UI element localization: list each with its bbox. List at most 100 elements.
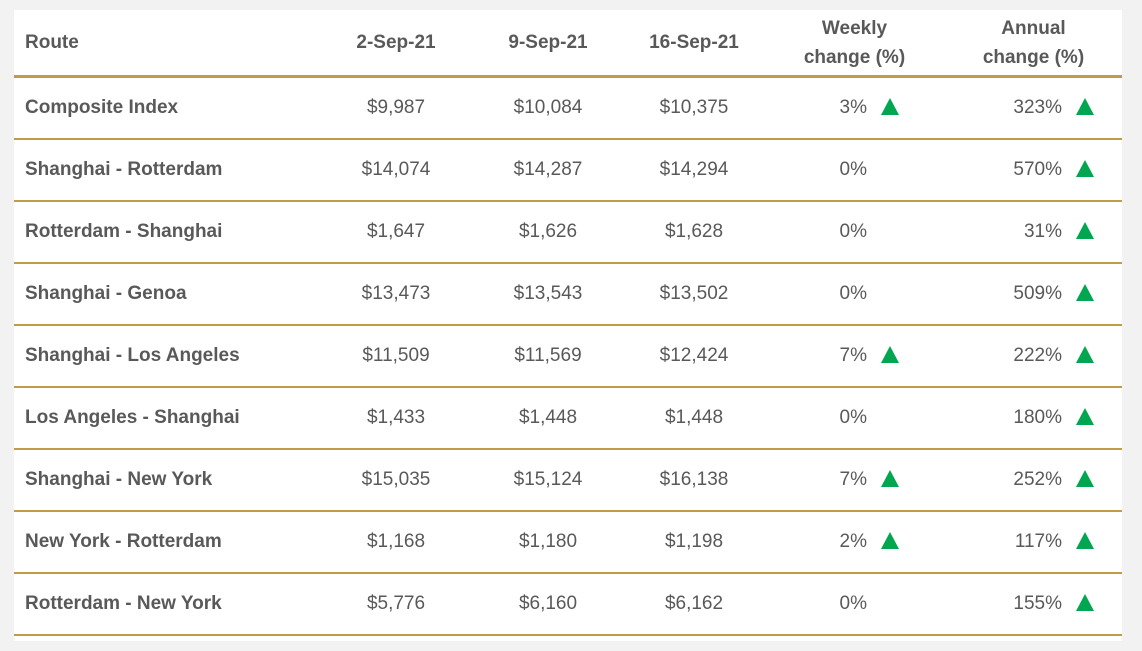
cell-value: 31% [1023,221,1062,242]
cell-value: $12,424 [659,345,729,366]
arrow-slot [1062,97,1122,115]
cell: $1,626 [472,221,624,243]
arrow-slot [1062,159,1122,177]
cell-value: $1,626 [518,221,578,242]
cell: $13,473 [320,283,472,305]
cell: $1,448 [472,407,624,429]
cell: 2% [764,531,945,553]
cell: 31% [945,221,1122,243]
cell: 0% [764,283,945,305]
cell: Composite Index [14,97,320,119]
cell-value: 2% [839,531,867,552]
cell: $12,424 [624,345,764,367]
cell-value: 252% [1013,469,1062,490]
header-text: 2-Sep-21 [356,31,436,53]
arrow-slot [1062,593,1122,611]
cell: $1,168 [320,531,472,553]
cell: 117% [945,531,1122,553]
cell-value: $11,509 [362,345,430,366]
cell: $15,124 [472,469,624,491]
table-row: Shanghai - Los Angeles $11,509 $11,569 $12,… [14,326,1122,388]
cell: $5,776 [320,593,472,615]
up-arrow [1076,97,1094,115]
route-name: Los Angeles - Shanghai [25,407,240,428]
table-row: Shanghai - Genoa $13,473 $13,543 $13,502 0% 5… [14,264,1122,326]
cell: 0% [764,407,945,429]
header-cell: Annual change (%) [945,14,1122,72]
table: Route 2-Sep-21 9-Sep-21 16-Sep-21 Weekly cha… [14,10,1122,641]
cell: $11,569 [472,345,624,367]
route-name: Shanghai - Genoa [25,283,187,304]
cell: $14,074 [320,159,472,181]
cell-value: $1,628 [664,221,724,242]
header-text: Annual change (%) [982,17,1085,68]
route-name: Shanghai - Rotterdam [25,159,223,180]
cell: 0% [764,221,945,243]
cell-value: $1,448 [664,407,724,428]
cell-value: 0% [839,407,867,428]
cell-value: $10,375 [659,97,729,118]
cell-value: $13,502 [659,283,729,304]
cell-value: 0% [839,221,867,242]
cell-value: 155% [1013,593,1062,614]
cell-value: $16,138 [659,469,729,490]
cell: 7% [764,345,945,367]
arrow-slot [1062,345,1122,363]
cell: Shanghai - Genoa [14,283,320,305]
route-name: New York - Rotterdam [25,531,222,552]
up-arrow [1076,283,1094,301]
table-row: Rotterdam - New York $5,776 $6,160 $6,162 0%… [14,574,1122,636]
header-text: 9-Sep-21 [508,31,588,53]
cell: $14,294 [624,159,764,181]
cell-value: $15,035 [361,469,431,490]
cell: $1,180 [472,531,624,553]
header-text: Route [25,31,79,53]
cell: $11,509 [320,345,472,367]
up-arrow [881,531,899,549]
header-text: 16-Sep-21 [649,31,739,53]
cell-value: $13,473 [361,283,431,304]
cell-value: 3% [839,97,867,118]
up-arrow [1076,531,1094,549]
cell: 252% [945,469,1122,491]
cell-value: $5,776 [366,593,426,614]
cell: $10,375 [624,97,764,119]
cell: $6,160 [472,593,624,615]
cell: $14,287 [472,159,624,181]
cell-value: 117% [1014,531,1062,552]
cell-value: $13,543 [513,283,583,304]
arrow-slot [1062,221,1122,239]
arrow-slot [867,345,945,363]
table-row: New York - Rotterdam $1,168 $1,180 $1,198 2%… [14,512,1122,574]
header-cell: Weekly change (%) [764,14,945,72]
up-arrow [1076,221,1094,239]
cell-value: $14,294 [659,159,729,180]
cell: 7% [764,469,945,491]
cell-value: $1,448 [518,407,578,428]
cell: Shanghai - Rotterdam [14,159,320,181]
cell-value: $14,074 [361,159,431,180]
cell: $9,987 [320,97,472,119]
header-row: Route 2-Sep-21 9-Sep-21 16-Sep-21 Weekly cha… [14,10,1122,78]
cell: $15,035 [320,469,472,491]
up-arrow [1076,345,1094,363]
cell-value: 0% [839,283,867,304]
cell: 222% [945,345,1122,367]
cell-value: $1,198 [664,531,724,552]
route-name: Rotterdam - New York [25,593,222,614]
up-arrow [1076,159,1094,177]
cell-value: $6,162 [664,593,724,614]
cell: Rotterdam - Shanghai [14,221,320,243]
header-cell: Route [14,32,320,54]
cell-value: 509% [1013,283,1062,304]
cell-value: 0% [839,593,867,614]
cell-value: $15,124 [513,469,583,490]
table-row: Shanghai - New York $15,035 $15,124 $16,138… [14,450,1122,512]
arrow-slot [867,97,945,115]
up-arrow [1076,469,1094,487]
header-text: Weekly change (%) [803,17,906,68]
table-row: Rotterdam - Shanghai $1,647 $1,626 $1,628 0%… [14,202,1122,264]
route-name: Shanghai - Los Angeles [25,345,240,366]
cell-value: $6,160 [518,593,578,614]
cell-value: $9,987 [366,97,426,118]
